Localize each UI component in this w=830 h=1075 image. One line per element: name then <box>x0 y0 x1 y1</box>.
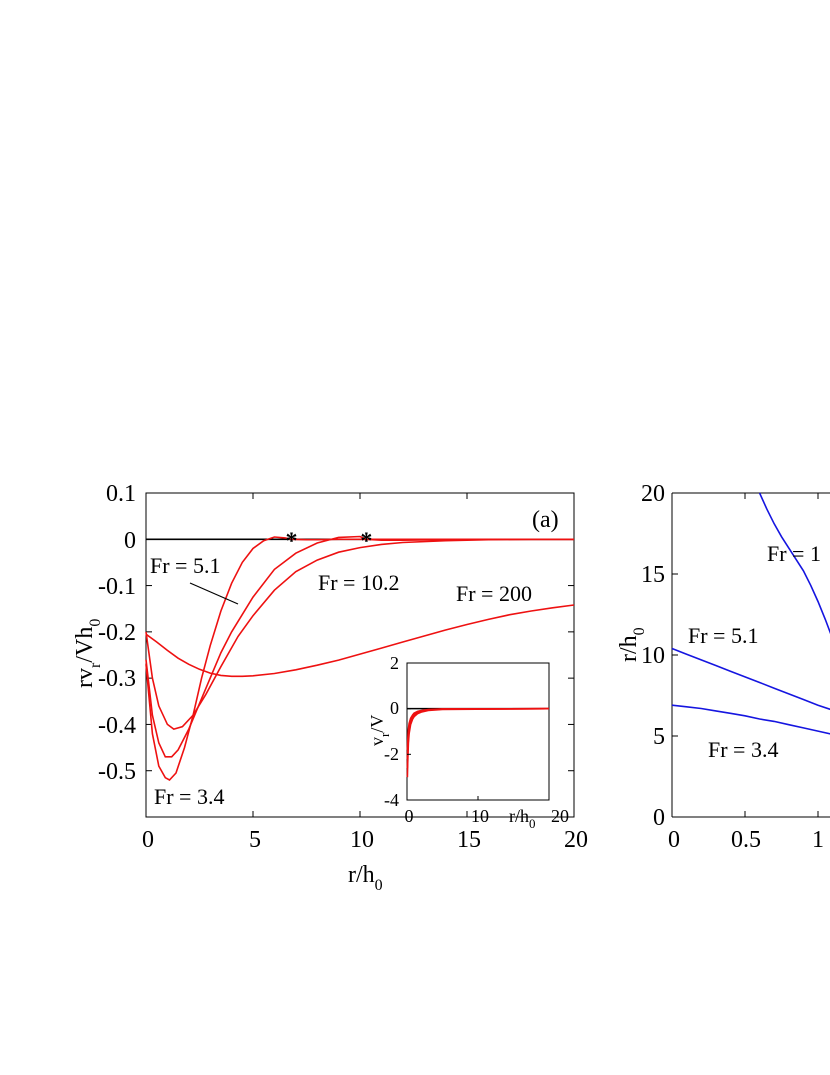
panel-b-annotation-fr-3-4: Fr = 3.4 <box>708 737 778 762</box>
series-line <box>145 535 574 758</box>
inset-background <box>406 662 550 801</box>
inset-xtick-label: 0 <box>405 806 414 826</box>
y-axis-label-mid: /Vh <box>72 627 98 663</box>
xtick-label: 15 <box>457 827 481 853</box>
series-line <box>145 604 575 678</box>
xtick-label: 10 <box>350 827 374 853</box>
panel-b-ytick-label: 5 <box>653 724 665 750</box>
inset-ytick-label: 0 <box>390 698 399 718</box>
inset-x-axis-label: r/h0 <box>509 806 536 831</box>
panel-a-series <box>145 535 575 782</box>
y-axis-label-main: rv <box>72 668 98 688</box>
panel-b-y-axis-label: r/h0 <box>616 627 648 662</box>
panel-b-ticks <box>671 492 819 818</box>
inset-series-line <box>406 707 550 750</box>
panel-b-xtick-label: 0.5 <box>731 827 761 853</box>
panel-b-ytick-label: 20 <box>641 481 665 507</box>
panel-b-ytick-label: 0 <box>653 805 665 831</box>
panel-b-y-axis-label-sub: 0 <box>631 627 648 635</box>
series-line <box>145 536 574 782</box>
panel-b-series-line <box>758 492 830 635</box>
y-axis-label-sub2: 0 <box>87 619 104 627</box>
inset-y-axis-label-rest: /V <box>367 715 387 733</box>
panel-b-series-line <box>671 647 830 711</box>
panel-b-xtick-label: 1 <box>812 827 824 853</box>
panel-label: (a) <box>532 507 559 533</box>
xtick-label: 0 <box>142 827 154 853</box>
inset-y-axis-label-main: v <box>367 737 387 746</box>
panel-b-ytick-label: 10 <box>641 643 665 669</box>
ytick-label: 0.1 <box>106 481 136 507</box>
annotation-fr-200: Fr = 200 <box>456 581 532 606</box>
panel-b-ytick-label: 15 <box>641 562 665 588</box>
inset-x-axis-label-sub: 0 <box>529 816 536 831</box>
panel-b-xtick-label: 0 <box>668 827 680 853</box>
inset-plot: 2 0 -2 -4 0 10 20 r/h0 vr/V <box>367 653 569 831</box>
ytick-label: -0.4 <box>98 713 136 739</box>
inset-series <box>406 707 550 778</box>
inset-ytick-label: -4 <box>384 790 399 810</box>
inset-x-axis-label-main: r/h <box>509 806 529 826</box>
x-axis-label-main: r/h <box>348 862 375 888</box>
inset-xtick-label: 10 <box>471 806 489 826</box>
y-axis-label: rvr/Vh0 <box>72 619 104 688</box>
y-axis-label-sub1: r <box>87 662 104 668</box>
ytick-label: -0.5 <box>98 759 136 785</box>
panel-b-annotation-fr-1: Fr = 1 <box>767 541 821 566</box>
inset-y-axis-label: vr/V <box>367 715 392 746</box>
panel-b: 20 15 10 5 0 0 0.5 1 r/h0 Fr = 1 Fr = 5.… <box>616 481 830 853</box>
inset-xtick-label: 20 <box>551 806 569 826</box>
inset-ytick-label: 2 <box>390 653 399 673</box>
star-marker: * <box>360 528 372 554</box>
inset-ticks <box>406 662 550 801</box>
panel-b-series <box>671 492 830 735</box>
xtick-label: 5 <box>249 827 261 853</box>
annotation-fr-3-4: Fr = 3.4 <box>154 784 224 809</box>
ytick-label: -0.3 <box>98 666 136 692</box>
xtick-label: 20 <box>564 827 588 853</box>
ytick-label: 0 <box>124 528 136 554</box>
annotation-leader-line <box>189 582 239 605</box>
panel-b-annotation-fr-5-1: Fr = 5.1 <box>688 623 758 648</box>
panel-b-series-line <box>671 704 830 735</box>
panel-a-markers: * * <box>286 528 373 554</box>
panel-b-y-axis-label-main: r/h <box>616 635 642 662</box>
annotation-fr-10-2: Fr = 10.2 <box>318 570 399 595</box>
star-marker: * <box>286 528 298 554</box>
ytick-label: -0.2 <box>98 620 136 646</box>
inset-y-axis-label-sub: r <box>377 732 392 737</box>
ytick-label: -0.1 <box>98 574 136 600</box>
series-line <box>145 538 574 730</box>
panel-a: * * 0.1 0 -0.1 -0.2 -0.3 -0.4 -0.5 0 5 10… <box>72 481 588 894</box>
inset-ytick-label: -2 <box>384 744 399 764</box>
x-axis-label-sub: 0 <box>375 877 383 894</box>
x-axis-label: r/h0 <box>348 862 383 894</box>
annotation-fr-5-1: Fr = 5.1 <box>150 553 220 578</box>
